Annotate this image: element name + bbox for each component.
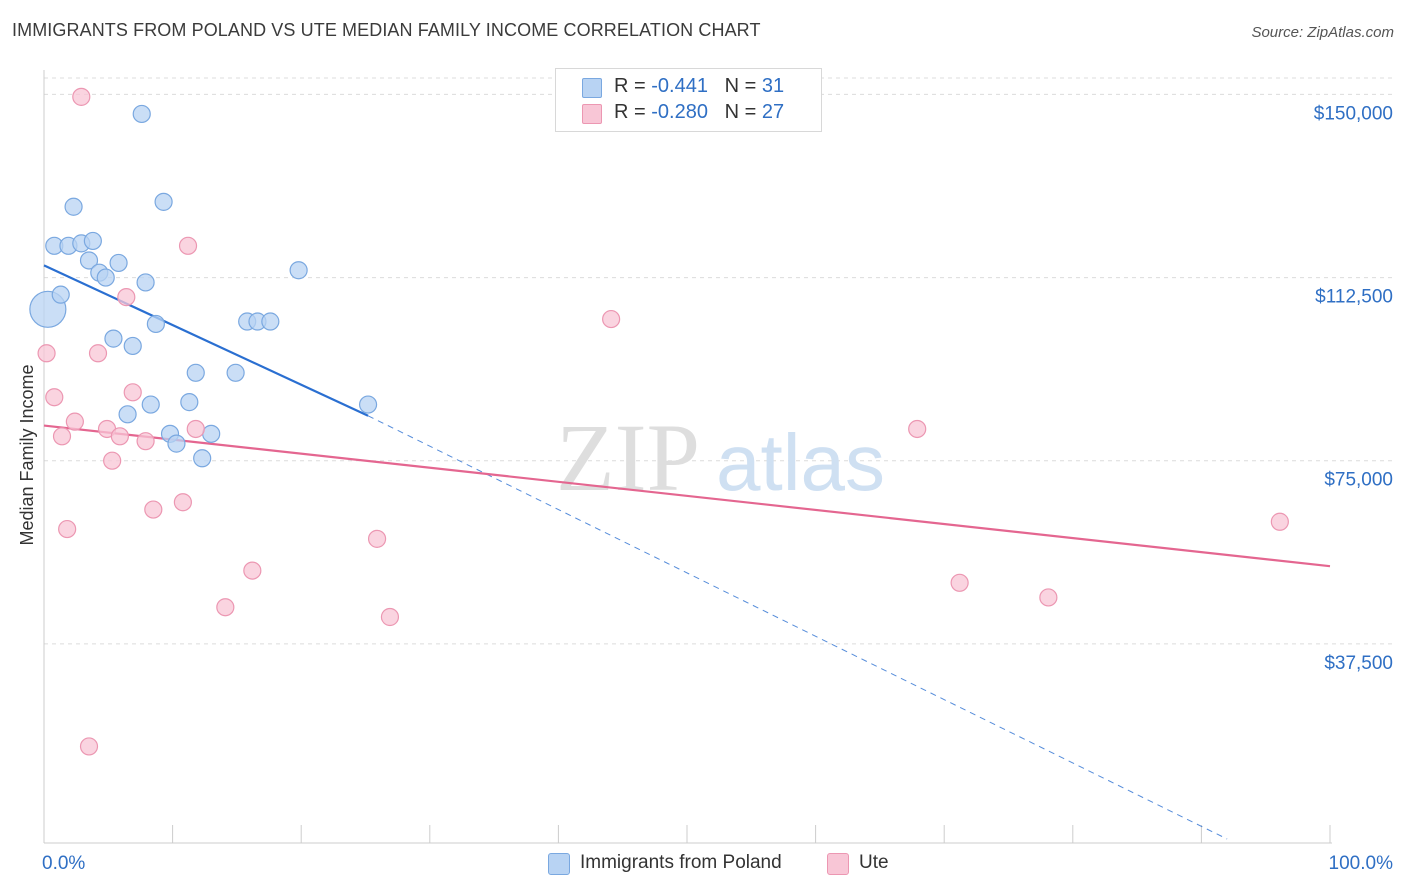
poland-point: [118, 405, 137, 424]
ute-point: [950, 573, 969, 592]
ute-point: [908, 419, 927, 439]
poland-point: [136, 273, 155, 292]
bottom-legend-label-poland: Immigrants from Poland: [580, 852, 782, 873]
poland-point: [79, 251, 99, 270]
poland-trend-extension: [367, 415, 1228, 840]
ute-point: [123, 383, 142, 402]
ute-point: [65, 412, 84, 431]
poland-point: [83, 231, 102, 251]
poland-point: [186, 363, 205, 382]
x-tick-labels: 0.0% 100.0%: [42, 853, 1393, 874]
data-points: [29, 87, 1289, 756]
poland-point: [51, 285, 70, 304]
bottom-legend-label-ute: Ute: [859, 852, 889, 873]
legend-r-label: R =: [614, 75, 646, 97]
y-tick-label: $37,500: [1324, 653, 1393, 674]
bottom-legend-swatch-pink: [827, 853, 849, 875]
source-credit: Source: ZipAtlas.com: [1251, 24, 1394, 41]
y-tick-label: $112,500: [1315, 287, 1393, 308]
x-tick-label: 0.0%: [42, 853, 85, 874]
poland-point: [193, 449, 212, 468]
watermark: ZIP atlas: [556, 404, 885, 511]
poland-point: [96, 268, 115, 287]
ute-point: [45, 388, 64, 407]
ute-point: [37, 344, 56, 363]
ute-point: [1039, 588, 1058, 607]
poland-point: [141, 395, 160, 414]
y-tick-label: $75,000: [1324, 470, 1393, 491]
ute-point: [173, 493, 192, 512]
poland-point: [146, 314, 165, 334]
ute-point: [1270, 512, 1289, 531]
poland-point: [358, 395, 378, 414]
legend-r-value: -0.441: [651, 75, 708, 97]
ute-point: [136, 432, 155, 451]
ute-point: [58, 519, 77, 539]
poland-point: [104, 329, 123, 348]
ute-point: [72, 87, 91, 106]
ute-point: [88, 344, 108, 363]
gridlines: [44, 77, 1392, 645]
ute-point: [243, 561, 262, 580]
poland-point: [289, 261, 308, 280]
ute-point: [52, 427, 72, 446]
watermark-atlas: atlas: [716, 418, 885, 507]
poland-point: [167, 434, 186, 453]
legend-r-label: R =: [614, 101, 646, 123]
chart-title: IMMIGRANTS FROM POLAND VS UTE MEDIAN FAM…: [12, 20, 761, 40]
poland-point: [132, 104, 151, 124]
trend-lines: [43, 264, 1331, 840]
legend-n-label: N =: [724, 75, 757, 97]
watermark-zip: ZIP: [556, 404, 700, 511]
legend-swatch-blue: [582, 78, 602, 98]
ute-point: [144, 500, 163, 519]
ute-point: [178, 236, 198, 255]
poland-point: [180, 393, 199, 412]
legend-n-value: 27: [761, 101, 785, 123]
axes: [43, 70, 1332, 844]
legend-n-label: N =: [724, 101, 757, 123]
poland-point: [226, 363, 245, 382]
poland-point: [64, 197, 83, 216]
y-axis-label: Median Family Income: [17, 364, 37, 545]
ute-point: [602, 309, 621, 329]
ute-point: [216, 598, 235, 617]
y-tick-labels: $37,500 $75,000 $112,500 $150,000: [1314, 103, 1393, 673]
poland-point: [261, 312, 280, 331]
ute-trend-line: [43, 424, 1331, 568]
y-tick-label: $150,000: [1314, 103, 1393, 124]
ute-point: [110, 427, 129, 446]
poland-point: [123, 336, 142, 356]
legend-n-value: 31: [761, 75, 785, 97]
ute-point: [380, 607, 400, 627]
ute-point: [79, 737, 99, 756]
legend-r-value: -0.280: [651, 101, 708, 123]
ute-point: [117, 288, 136, 307]
poland-point: [154, 192, 173, 211]
bottom-legend-swatch-blue: [548, 853, 570, 875]
legend-swatch-pink: [582, 104, 602, 124]
poland-point: [202, 424, 221, 443]
ute-point: [367, 529, 387, 548]
ute-point: [186, 419, 205, 439]
poland-trend-line: [43, 264, 369, 417]
x-tick-label: 100.0%: [1329, 853, 1394, 874]
ute-point: [103, 451, 122, 470]
stats-legend: R = -0.441 N = 31 R = -0.280 N = 27: [555, 68, 822, 132]
poland-point: [109, 253, 128, 273]
